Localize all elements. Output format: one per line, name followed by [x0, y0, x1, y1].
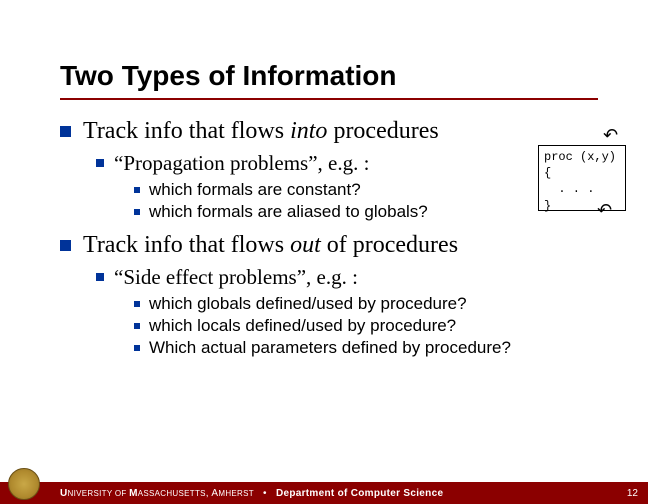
bullet-lvl3: which formals are constant?: [134, 180, 598, 200]
bullet-text: Track info that flows out of procedures: [83, 232, 458, 259]
square-bullet-icon: [96, 273, 104, 281]
square-bullet-icon: [134, 187, 140, 193]
bullet-lvl3: Which actual parameters defined by proce…: [134, 338, 598, 358]
bullet-text: which formals are aliased to globals?: [149, 202, 428, 222]
bullet-lvl1: Track info that flows out of procedures: [60, 232, 598, 259]
bullet-text: which globals defined/used by procedure?: [149, 294, 467, 314]
page-number: 12: [627, 488, 638, 499]
bullet-text: which formals are constant?: [149, 180, 361, 200]
bullet-lvl2: “Side effect problems”, e.g. :: [96, 265, 598, 290]
bullet-text: which locals defined/used by procedure?: [149, 316, 456, 336]
bullet-lvl1: Track info that flows into procedures: [60, 118, 598, 145]
slide-footer: UNIVERSITY OF MASSACHUSETTS, AMHERST • D…: [0, 482, 648, 504]
square-bullet-icon: [60, 240, 71, 251]
bullet-lvl3: which formals are aliased to globals?: [134, 202, 598, 222]
square-bullet-icon: [134, 345, 140, 351]
arrow-in-icon: ↷: [603, 125, 618, 146]
university-seal-icon: [8, 468, 40, 500]
bullet-lvl3: which globals defined/used by procedure?: [134, 294, 598, 314]
square-bullet-icon: [134, 323, 140, 329]
footer-affiliation: UNIVERSITY OF MASSACHUSETTS, AMHERST • D…: [60, 488, 443, 499]
bullet-lvl2: “Propagation problems”, e.g. :: [96, 151, 598, 176]
bullet-text: “Propagation problems”, e.g. :: [114, 151, 369, 176]
proc-code-box: proc (x,y) { . . . }: [538, 145, 626, 211]
bullet-lvl3: which locals defined/used by procedure?: [134, 316, 598, 336]
square-bullet-icon: [96, 159, 104, 167]
bullet-text: Track info that flows into procedures: [83, 118, 439, 145]
bullet-text: “Side effect problems”, e.g. :: [114, 265, 358, 290]
square-bullet-icon: [60, 126, 71, 137]
arrow-out-icon: ↷: [597, 200, 612, 221]
slide-title: Two Types of Information: [60, 60, 598, 100]
square-bullet-icon: [134, 209, 140, 215]
bullet-text: Which actual parameters defined by proce…: [149, 338, 511, 358]
square-bullet-icon: [134, 301, 140, 307]
